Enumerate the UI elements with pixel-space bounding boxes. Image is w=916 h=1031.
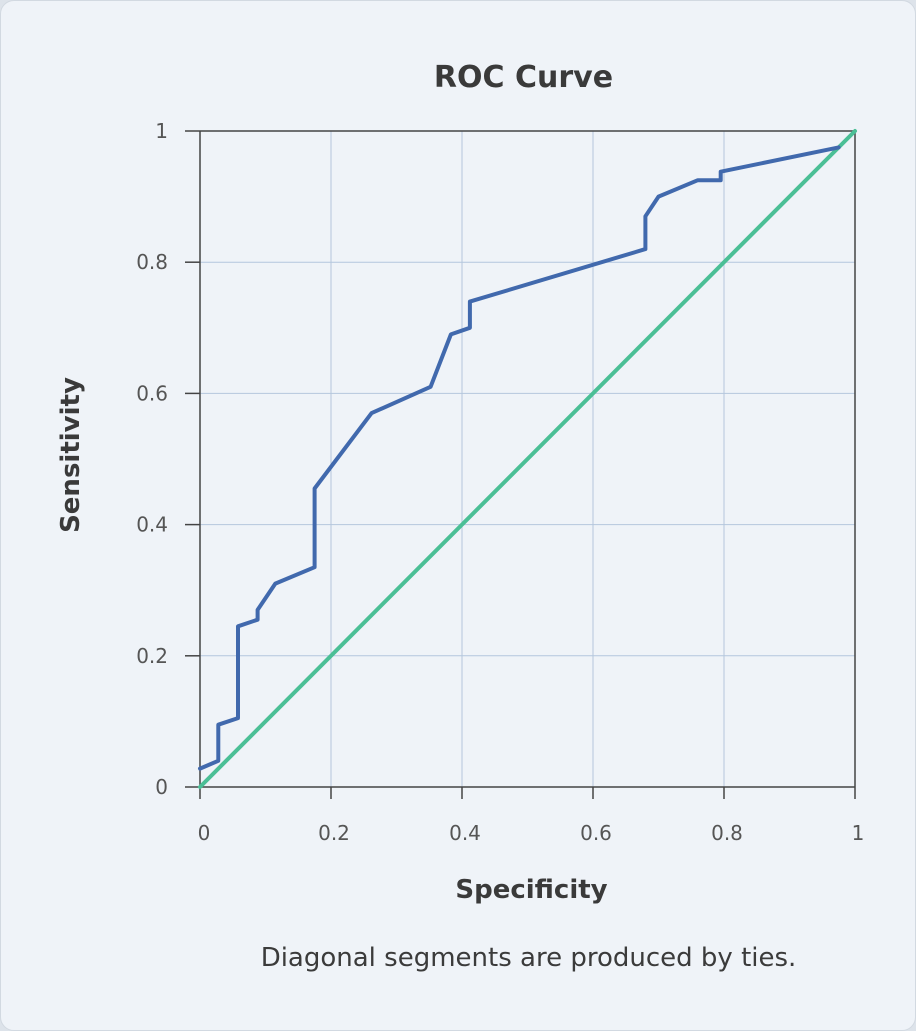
y-axis-title: Sensitivity	[56, 377, 86, 533]
reference-line	[198, 129, 857, 789]
x-tick-label: 0.8	[711, 821, 743, 845]
chart-caption: Diagonal segments are produced by ties.	[260, 943, 797, 973]
y-tick-label: 1	[155, 119, 168, 143]
x-tick-label: 1	[852, 821, 865, 845]
y-tick-label: 0.6	[136, 381, 168, 405]
y-tick-label: 0.2	[136, 644, 168, 668]
x-tick-label: 0.6	[580, 821, 612, 845]
y-tick-label: 0.4	[136, 513, 168, 537]
x-axis-title: Specificity	[455, 875, 607, 905]
y-tick-label: 0.8	[136, 250, 168, 274]
chart-title: ROC Curve	[434, 60, 613, 95]
y-tick-label: 0	[155, 775, 168, 799]
roc-line	[198, 145, 841, 771]
roc-chart: 0 0.2 0.4 0.6 0.8 1 0 0.2 0.4 0.6 0.8 1 ROC Curve Spe…	[56, 60, 865, 905]
x-tick-label: 0.4	[449, 821, 481, 845]
x-tick-label: 0.2	[318, 821, 350, 845]
x-tick-label: 0	[198, 821, 211, 845]
